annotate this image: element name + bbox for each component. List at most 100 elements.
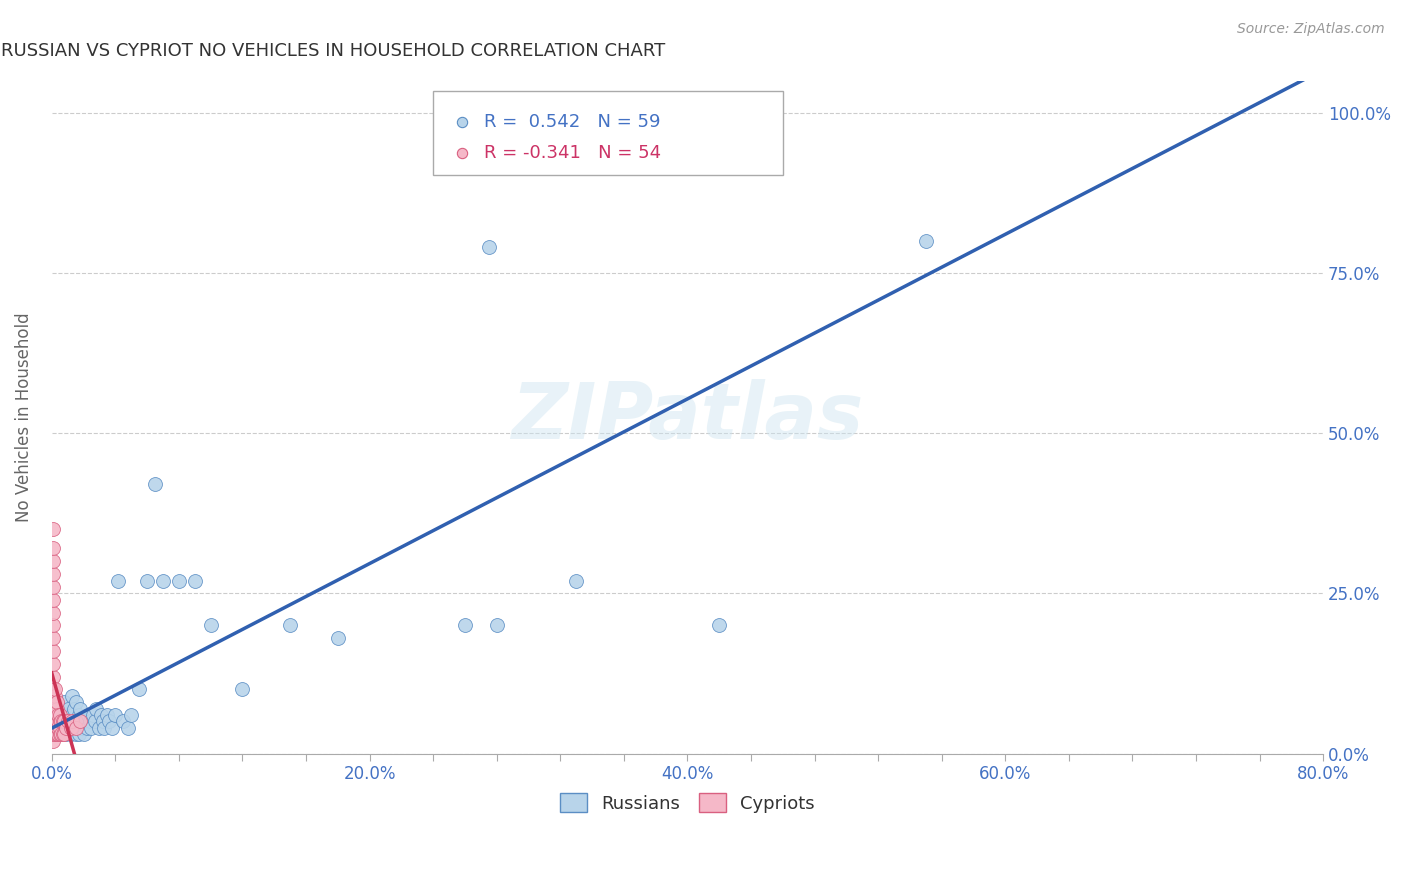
Point — [67, 727, 90, 741]
Point — [62, 689, 84, 703]
Point — [77, 708, 100, 723]
Point — [136, 574, 159, 588]
Point — [45, 708, 67, 723]
Point — [69, 701, 91, 715]
Point — [478, 240, 501, 254]
Point — [51, 714, 73, 729]
Point — [42, 541, 65, 556]
Point — [72, 727, 94, 741]
Point — [565, 574, 588, 588]
Point — [48, 708, 70, 723]
Point — [485, 618, 508, 632]
Point — [42, 682, 65, 697]
Point — [42, 670, 65, 684]
Point — [326, 631, 349, 645]
Point — [45, 727, 67, 741]
Point — [97, 714, 120, 729]
Point — [200, 618, 222, 632]
Point — [167, 574, 190, 588]
Point — [42, 567, 65, 582]
Point — [42, 733, 65, 747]
Point — [143, 477, 166, 491]
Point — [55, 721, 77, 735]
Point — [69, 714, 91, 729]
Point — [42, 592, 65, 607]
Point — [763, 105, 786, 120]
Point — [53, 708, 76, 723]
Point — [93, 721, 115, 735]
Point — [44, 701, 66, 715]
Point — [65, 714, 87, 729]
Point — [63, 701, 86, 715]
Point — [42, 618, 65, 632]
Point — [53, 727, 76, 741]
Point — [52, 714, 75, 729]
Point — [44, 689, 66, 703]
Point — [48, 714, 70, 729]
Point — [42, 701, 65, 715]
Point — [152, 574, 174, 588]
Point — [48, 727, 70, 741]
Point — [42, 714, 65, 729]
FancyBboxPatch shape — [433, 91, 783, 175]
Point — [42, 721, 65, 735]
Point — [48, 721, 70, 735]
Text: ZIPatlas: ZIPatlas — [512, 379, 863, 455]
Point — [48, 727, 70, 741]
Point — [90, 708, 112, 723]
Point — [67, 708, 90, 723]
Text: R =  0.542   N = 59: R = 0.542 N = 59 — [484, 113, 661, 131]
Point — [51, 727, 73, 741]
Point — [42, 606, 65, 620]
Point — [48, 714, 70, 729]
Point — [59, 721, 82, 735]
Point — [184, 574, 207, 588]
Point — [101, 721, 124, 735]
Point — [70, 721, 93, 735]
Point — [44, 708, 66, 723]
Point — [84, 701, 107, 715]
Point — [120, 708, 142, 723]
Point — [45, 721, 67, 735]
Point — [52, 727, 75, 741]
Point — [42, 695, 65, 709]
Legend: Russians, Cypriots: Russians, Cypriots — [551, 784, 824, 822]
Point — [56, 714, 79, 729]
Point — [45, 695, 67, 709]
Point — [44, 721, 66, 735]
Point — [63, 721, 86, 735]
Point — [42, 631, 65, 645]
Point — [79, 714, 101, 729]
Point — [46, 708, 69, 723]
Point — [76, 721, 98, 735]
Point — [112, 714, 135, 729]
Point — [42, 644, 65, 658]
Point — [128, 682, 150, 697]
Point — [46, 714, 69, 729]
Point — [42, 708, 65, 723]
Point — [554, 175, 576, 189]
Point — [44, 695, 66, 709]
Point — [914, 234, 936, 248]
Point — [66, 721, 89, 735]
Y-axis label: No Vehicles in Household: No Vehicles in Household — [15, 312, 32, 522]
Point — [554, 145, 576, 160]
Point — [65, 727, 87, 741]
Point — [44, 727, 66, 741]
Point — [42, 727, 65, 741]
Point — [56, 721, 79, 735]
Point — [46, 721, 69, 735]
Point — [62, 714, 84, 729]
Point — [107, 574, 129, 588]
Text: RUSSIAN VS CYPRIOT NO VEHICLES IN HOUSEHOLD CORRELATION CHART: RUSSIAN VS CYPRIOT NO VEHICLES IN HOUSEH… — [1, 42, 665, 60]
Point — [45, 701, 67, 715]
Text: Source: ZipAtlas.com: Source: ZipAtlas.com — [1237, 22, 1385, 37]
Point — [52, 721, 75, 735]
Point — [62, 708, 84, 723]
Point — [53, 695, 76, 709]
Point — [80, 721, 103, 735]
Point — [65, 721, 87, 735]
Point — [89, 721, 111, 735]
Point — [96, 708, 118, 723]
Point — [46, 727, 69, 741]
